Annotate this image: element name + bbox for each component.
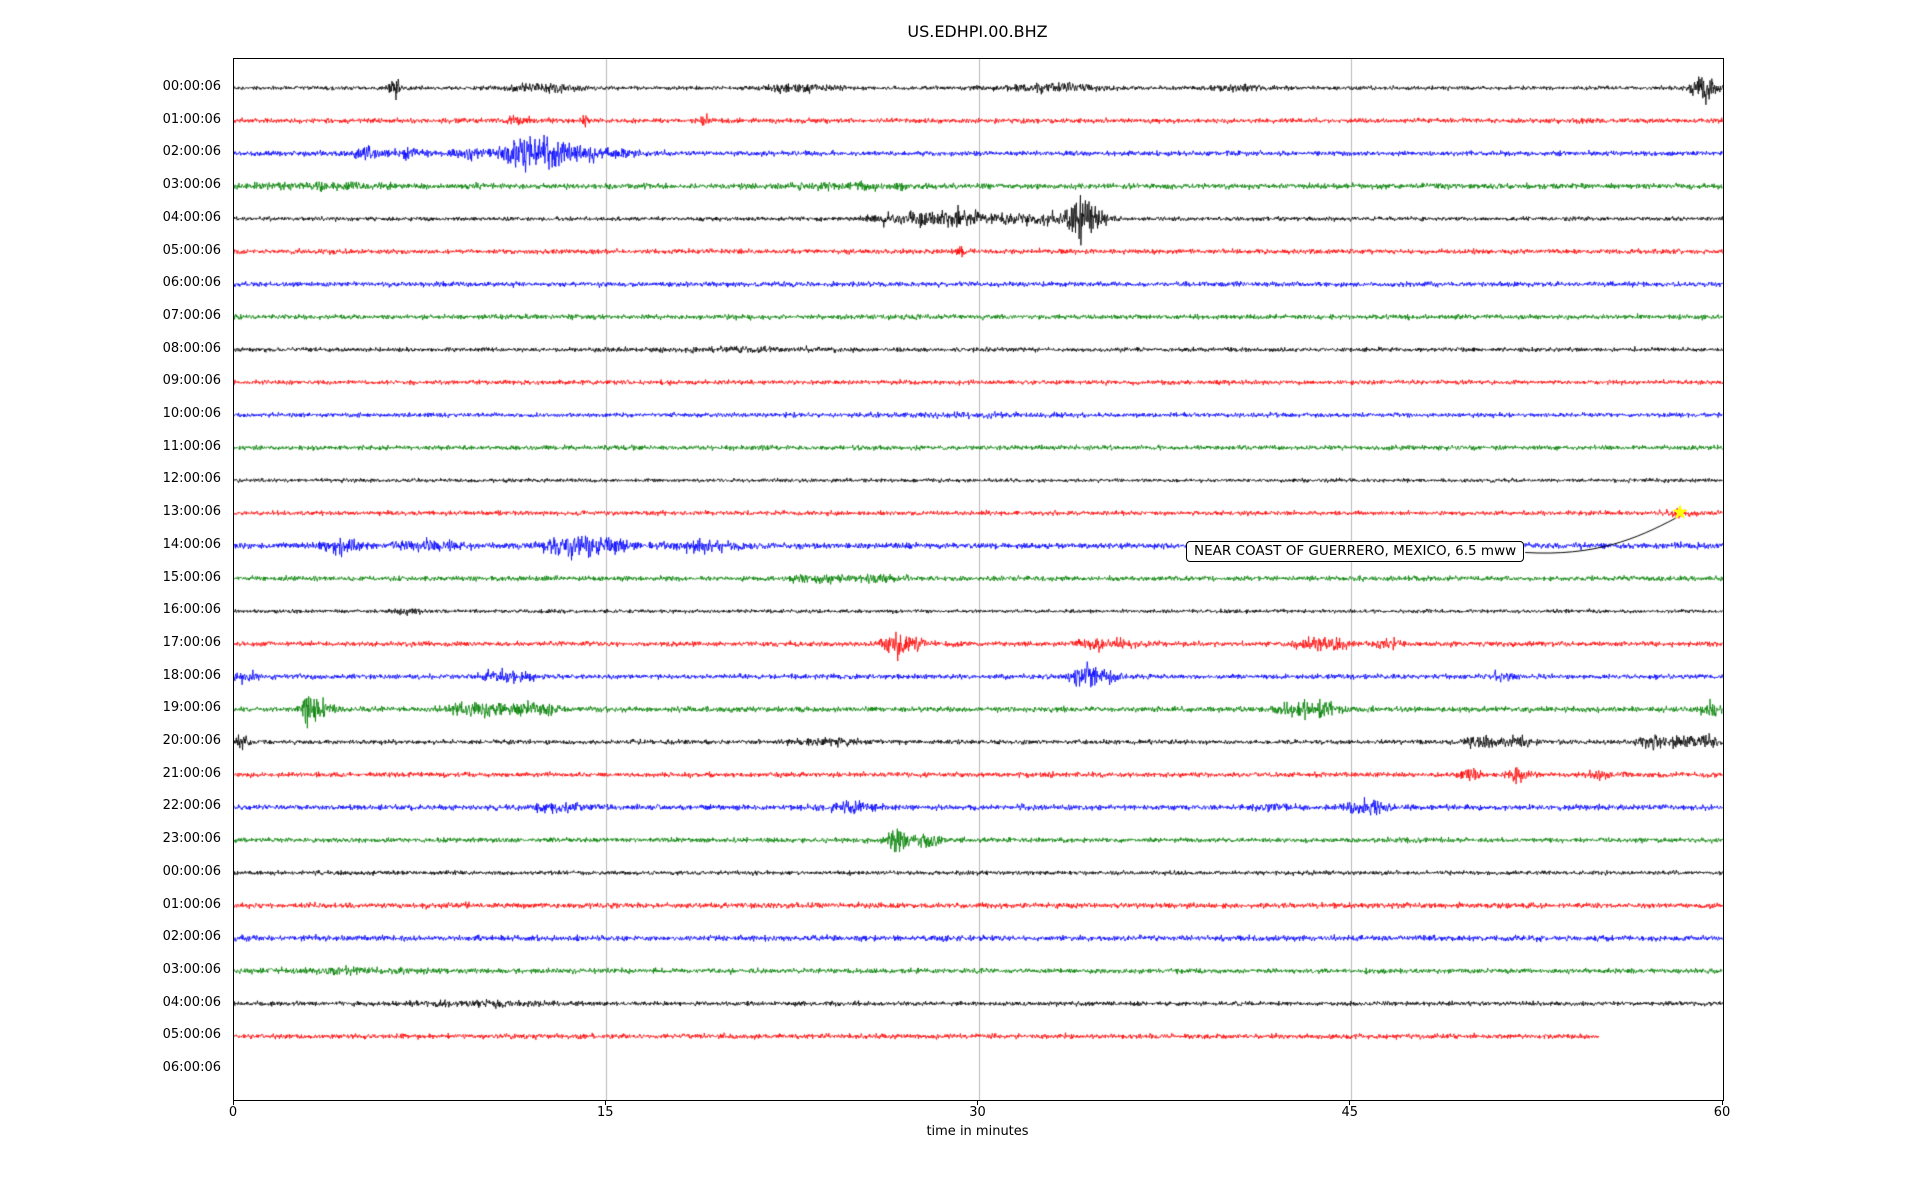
y-axis-label: 06:00:06 (162, 1060, 221, 1075)
x-tick (1721, 1100, 1723, 1105)
y-axis-label: 05:00:06 (162, 1027, 221, 1043)
event-annotation: NEAR COAST OF GUERRERO, MEXICO, 6.5 mww (1186, 541, 1525, 562)
y-axis-label: 23:00:06 (162, 831, 221, 847)
y-axis-label: 01:00:06 (162, 896, 221, 912)
y-axis-label: 06:00:06 (162, 275, 221, 291)
y-axis-label: 10:00:06 (162, 406, 221, 421)
y-axis-label: 00:00:06 (162, 79, 221, 94)
x-axis-title: time in minutes (926, 1124, 1029, 1139)
seismogram-canvas (234, 59, 1723, 1100)
y-axis-label: 19:00:06 (162, 700, 221, 716)
y-axis-label: 09:00:06 (162, 373, 221, 389)
y-axis-label: 15:00:06 (162, 569, 221, 585)
y-axis-label: 03:00:06 (162, 961, 221, 977)
y-axis-label: 02:00:06 (162, 929, 221, 945)
y-axis-label: 18:00:06 (162, 667, 221, 683)
x-tick-label: 45 (1341, 1105, 1359, 1120)
x-tick (604, 1100, 606, 1105)
plot-area (233, 58, 1724, 1101)
y-axis-label: 14:00:06 (162, 536, 221, 552)
y-axis-label: 01:00:06 (162, 111, 221, 127)
y-axis-label: 11:00:06 (162, 438, 221, 454)
y-axis-label: 16:00:06 (162, 602, 221, 618)
x-tick (232, 1100, 234, 1105)
y-axis-label: 04:00:06 (162, 994, 221, 1010)
y-axis-label: 13:00:06 (162, 504, 221, 520)
y-axis-label: 21:00:06 (162, 765, 221, 781)
x-tick-label: 30 (969, 1105, 986, 1120)
chart-title: US.EDHPI.00.BHZ (907, 22, 1048, 41)
x-tick-label: 15 (596, 1105, 614, 1120)
y-axis-label: 04:00:06 (162, 209, 221, 225)
y-axis-label: 17:00:06 (162, 634, 221, 650)
x-tick (1349, 1100, 1351, 1105)
x-tick-label: 0 (228, 1105, 238, 1120)
event-star-icon (1671, 504, 1688, 519)
y-axis-label: 12:00:06 (162, 471, 221, 487)
y-axis-label: 02:00:06 (162, 144, 221, 160)
y-axis-label: 03:00:06 (162, 177, 221, 193)
y-axis-label: 00:00:06 (162, 863, 221, 879)
y-axis-label: 08:00:06 (162, 340, 221, 356)
y-axis-label: 05:00:06 (162, 242, 221, 258)
x-tick-label: 60 (1713, 1105, 1731, 1120)
y-axis-label: 20:00:06 (162, 733, 221, 748)
x-tick (977, 1100, 978, 1105)
y-axis-label: 22:00:06 (162, 798, 221, 814)
y-axis-label: 07:00:06 (162, 307, 221, 323)
